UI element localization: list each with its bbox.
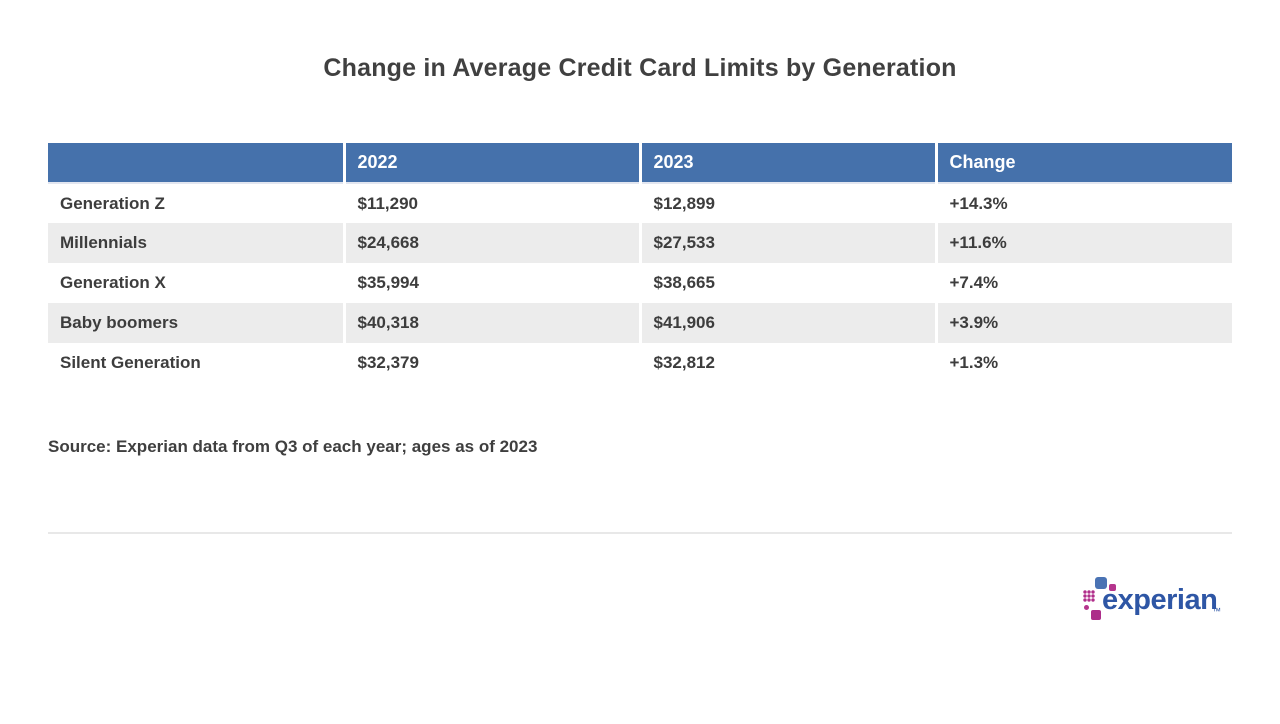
row-value: +3.9%: [934, 303, 1232, 343]
row-value: $27,533: [638, 223, 936, 263]
column-header: 2023: [638, 143, 936, 184]
footer-divider: [48, 532, 1232, 534]
experian-logo-medium-magenta-square-icon: [1091, 610, 1101, 620]
experian-logo-magenta-dot-icon: [1084, 605, 1089, 610]
experian-logo: experian ™: [1070, 554, 1221, 622]
row-label: Baby boomers: [48, 303, 344, 343]
column-header: 2022: [342, 143, 640, 184]
row-value: $35,994: [342, 263, 640, 303]
row-value: $24,668: [342, 223, 640, 263]
row-value: $32,812: [638, 343, 936, 383]
row-value: +11.6%: [934, 223, 1232, 263]
table-header: 2022 2023 Change: [48, 143, 1232, 184]
page-title: Change in Average Credit Card Limits by …: [323, 54, 957, 82]
table-body: Generation Z $11,290 $12,899 +14.3% Millenni…: [48, 183, 1232, 383]
table-row: Millennials $24,668 $27,533 +11.6%: [48, 223, 1232, 263]
row-value: $38,665: [638, 263, 936, 303]
trademark-symbol: ™: [1212, 606, 1221, 616]
row-value: $41,906: [638, 303, 936, 343]
table-row: Generation X $35,994 $38,665 +7.4%: [48, 263, 1232, 303]
row-label: Millennials: [48, 223, 344, 263]
experian-wordmark: experian: [1102, 584, 1218, 616]
row-label: Generation Z: [48, 183, 344, 223]
row-value: $12,899: [638, 183, 936, 223]
row-value: +7.4%: [934, 263, 1232, 303]
row-value: +1.3%: [934, 343, 1232, 383]
experian-logo-blue-square-icon: [1095, 577, 1107, 589]
infographic-canvas: Change in Average Credit Card Limits by …: [0, 52, 1280, 724]
column-header: Change: [934, 143, 1232, 184]
row-value: $11,290: [342, 183, 640, 223]
table-row: Baby boomers $40,318 $41,906 +3.9%: [48, 303, 1232, 343]
row-label: Silent Generation: [48, 343, 344, 383]
row-value: $32,379: [342, 343, 640, 383]
column-header: [48, 143, 344, 184]
table-row: Silent Generation $32,379 $32,812 +1.3%: [48, 343, 1232, 383]
experian-logo-small-magenta-square-icon: [1109, 584, 1116, 591]
table-row: Generation Z $11,290 $12,899 +14.3%: [48, 183, 1232, 223]
credit-limit-table: 2022 2023 Change Generation Z $11,290 $12,89…: [48, 143, 1232, 383]
table-header-row: 2022 2023 Change: [48, 143, 1232, 184]
row-value: $40,318: [342, 303, 640, 343]
row-label: Generation X: [48, 263, 344, 303]
experian-logo-halftone-square-icon: [1083, 590, 1095, 602]
row-value: +14.3%: [934, 183, 1232, 223]
source-note: Source: Experian data from Q3 of each ye…: [48, 437, 538, 456]
